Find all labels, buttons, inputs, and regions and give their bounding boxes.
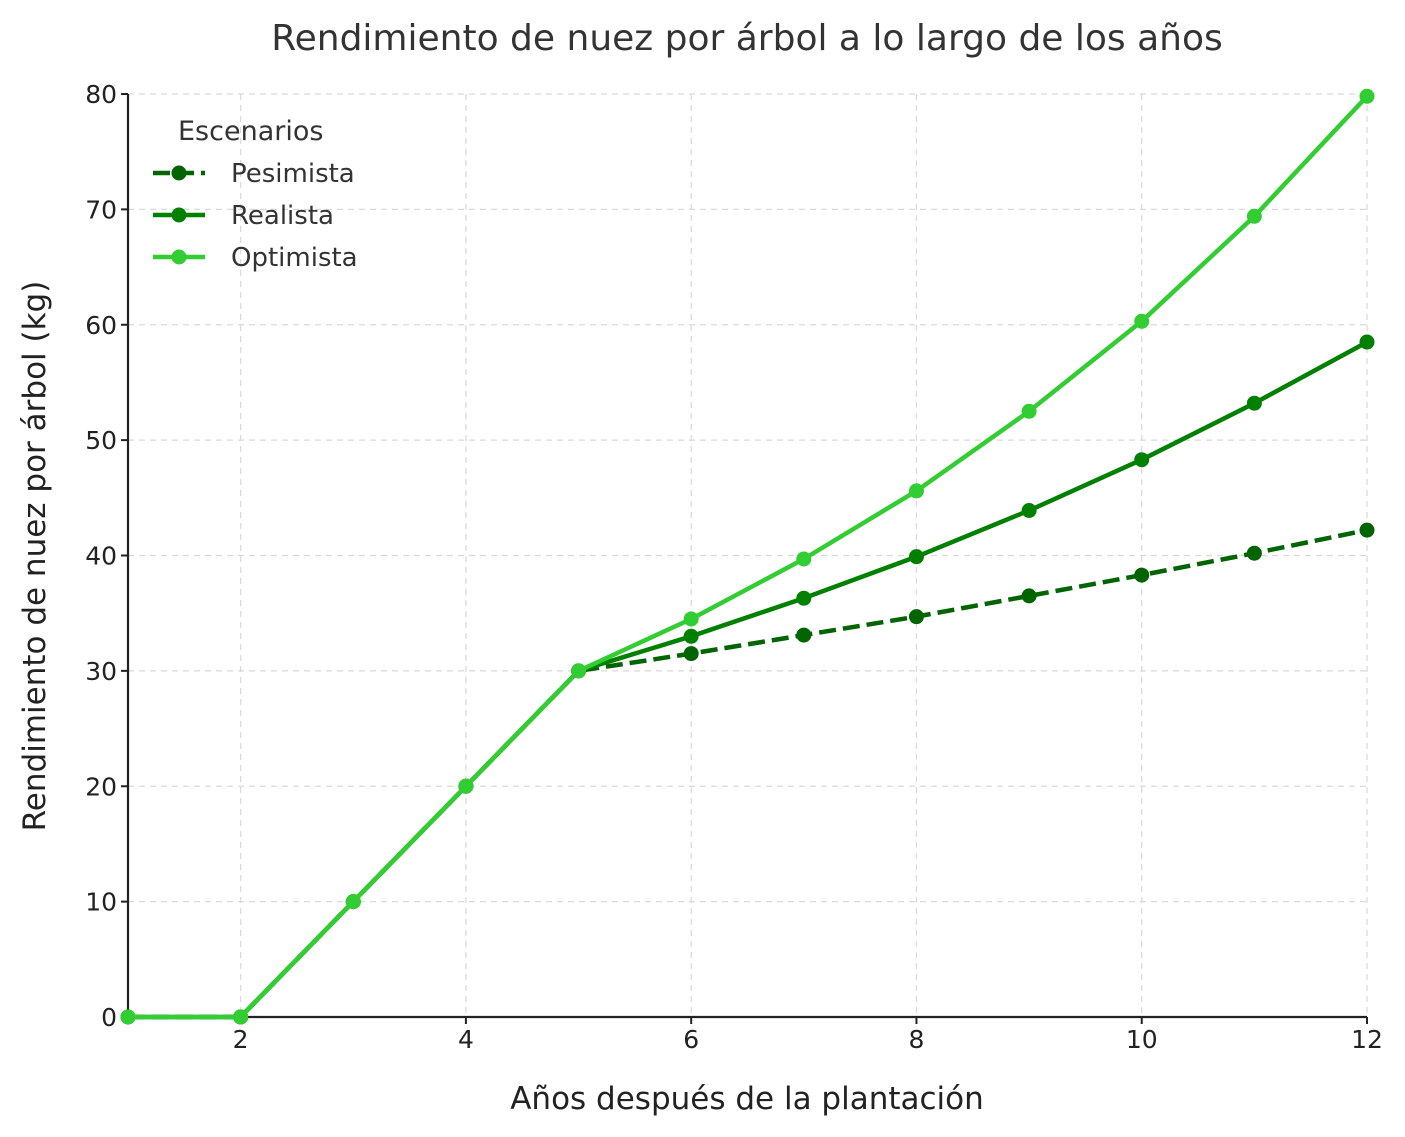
- chart-title: Rendimiento de nuez por árbol a lo largo…: [271, 18, 1223, 59]
- data-point-realista: [908, 549, 924, 565]
- data-point-optimista: [1021, 403, 1037, 419]
- y-tick-label: 60: [85, 311, 117, 340]
- series-group: [120, 88, 1375, 1025]
- legend: Escenarios Pesimista Realista Optimista: [153, 116, 358, 273]
- data-point-realista: [1359, 334, 1375, 350]
- data-point-optimista: [233, 1009, 249, 1025]
- data-point-pesimista: [796, 627, 812, 643]
- data-point-pesimista: [908, 609, 924, 625]
- x-tick-label: 12: [1351, 1025, 1383, 1054]
- data-point-pesimista: [1246, 545, 1262, 561]
- data-point-optimista: [345, 894, 361, 910]
- x-axis-label: Años después de la plantación: [510, 1081, 984, 1117]
- legend-label-pesimista: Pesimista: [231, 159, 355, 189]
- y-tick-label: 30: [85, 657, 117, 686]
- y-tick-label: 0: [101, 1003, 117, 1032]
- data-point-pesimista: [1359, 522, 1375, 538]
- grid: [128, 93, 1368, 1018]
- data-point-realista: [796, 590, 812, 606]
- data-point-pesimista: [1134, 567, 1150, 583]
- data-point-realista: [1246, 395, 1262, 411]
- data-point-realista: [683, 628, 699, 644]
- legend-marker-pesimista: [171, 165, 187, 181]
- x-tick-label: 10: [1126, 1025, 1158, 1054]
- x-tick-label: 2: [233, 1025, 249, 1054]
- y-axis-label: Rendimiento de nuez por árbol (kg): [17, 281, 53, 832]
- legend-marker-realista: [171, 207, 187, 223]
- series-line-realista: [125, 339, 1370, 1020]
- data-point-pesimista: [683, 646, 699, 662]
- x-tick-label: 4: [458, 1025, 474, 1054]
- x-tick-label: 8: [909, 1025, 925, 1054]
- legend-title: Escenarios: [178, 116, 323, 147]
- data-point-optimista: [796, 551, 812, 567]
- data-point-optimista: [458, 778, 474, 794]
- y-tick-label: 50: [85, 426, 117, 455]
- data-point-optimista: [683, 611, 699, 627]
- ticks: 2 4 6 8 10 12 0 10 20 30 40 50 60 70 80: [85, 80, 1383, 1054]
- data-point-optimista: [571, 663, 587, 679]
- data-point-optimista: [120, 1009, 136, 1025]
- data-point-optimista: [1134, 313, 1150, 329]
- y-tick-label: 70: [85, 195, 117, 224]
- legend-label-realista: Realista: [231, 201, 334, 231]
- data-point-optimista: [1359, 88, 1375, 104]
- data-point-optimista: [908, 483, 924, 499]
- y-tick-label: 10: [85, 888, 117, 917]
- legend-marker-optimista: [171, 249, 187, 265]
- y-tick-label: 20: [85, 772, 117, 801]
- legend-label-optimista: Optimista: [231, 243, 358, 273]
- data-point-pesimista: [1021, 588, 1037, 604]
- data-point-realista: [1134, 452, 1150, 468]
- series-line-optimista: [125, 94, 1370, 1020]
- y-tick-label: 80: [85, 80, 117, 109]
- y-tick-label: 40: [85, 542, 117, 571]
- data-point-realista: [1021, 503, 1037, 519]
- data-point-optimista: [1246, 208, 1262, 224]
- x-tick-label: 6: [683, 1025, 699, 1054]
